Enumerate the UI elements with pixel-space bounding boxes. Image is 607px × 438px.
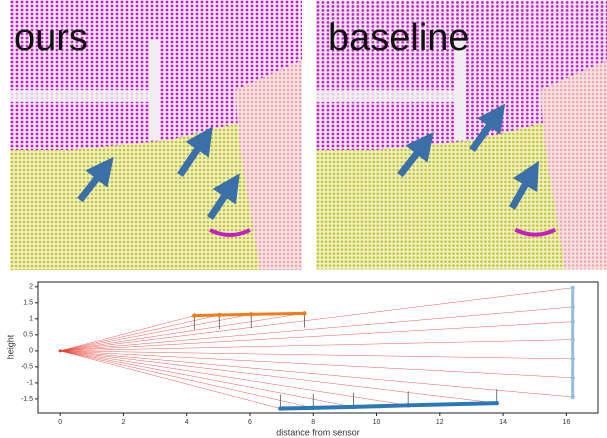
point <box>570 375 575 380</box>
point <box>570 304 575 310</box>
y-tick-label: 2 <box>29 284 33 291</box>
ray <box>60 350 354 408</box>
ray <box>60 350 281 409</box>
ray <box>60 315 195 352</box>
arrows <box>77 126 240 220</box>
ray <box>60 350 314 409</box>
y-tick-label: -1 <box>27 380 33 387</box>
y-tick-label: 0 <box>29 348 33 355</box>
point <box>570 319 575 324</box>
point <box>311 405 316 411</box>
sensor <box>58 349 62 353</box>
point <box>570 337 575 342</box>
ray <box>60 321 573 352</box>
y-tick-label: 1.5 <box>23 300 33 307</box>
point <box>570 394 575 400</box>
x-tick-label: 16 <box>562 419 570 426</box>
panel-baseline: baseline <box>316 0 607 270</box>
x-tick-label: 14 <box>499 419 507 426</box>
arrows <box>397 103 539 210</box>
point <box>405 403 411 408</box>
panel-ours: ours <box>10 0 302 270</box>
point <box>570 285 575 290</box>
point <box>217 312 222 318</box>
point <box>302 311 307 316</box>
ray <box>60 313 305 352</box>
ray <box>60 350 573 360</box>
y-tick-label: -1.5 <box>21 396 33 403</box>
y-tick-label: 1 <box>29 316 33 323</box>
ray <box>60 350 409 406</box>
ray <box>60 339 573 352</box>
x-tick-label: 6 <box>248 419 252 426</box>
y-axis-label: height <box>5 334 15 359</box>
panel-label: ours <box>14 17 88 59</box>
x-axis-label: distance from sensor <box>276 427 360 437</box>
y-tick-label: -0.5 <box>21 364 33 371</box>
x-tick-label: 2 <box>121 419 125 426</box>
series-line <box>194 311 305 318</box>
point <box>192 313 197 318</box>
ray <box>60 314 220 352</box>
ray <box>60 350 573 379</box>
point <box>570 356 575 362</box>
x-tick-label: 8 <box>311 419 315 426</box>
point <box>249 312 254 317</box>
y-tick-label: 0.5 <box>23 332 33 339</box>
x-tick-label: 0 <box>58 419 62 426</box>
point <box>351 404 356 410</box>
panel-label: baseline <box>328 17 470 59</box>
x-tick-label: 4 <box>185 419 189 426</box>
point <box>278 406 283 411</box>
ray <box>60 350 497 404</box>
ray <box>60 306 573 352</box>
point <box>494 400 499 406</box>
ray <box>60 350 573 398</box>
x-tick-label: 10 <box>373 419 381 426</box>
x-tick-label: 12 <box>436 419 444 426</box>
ray <box>60 287 573 352</box>
